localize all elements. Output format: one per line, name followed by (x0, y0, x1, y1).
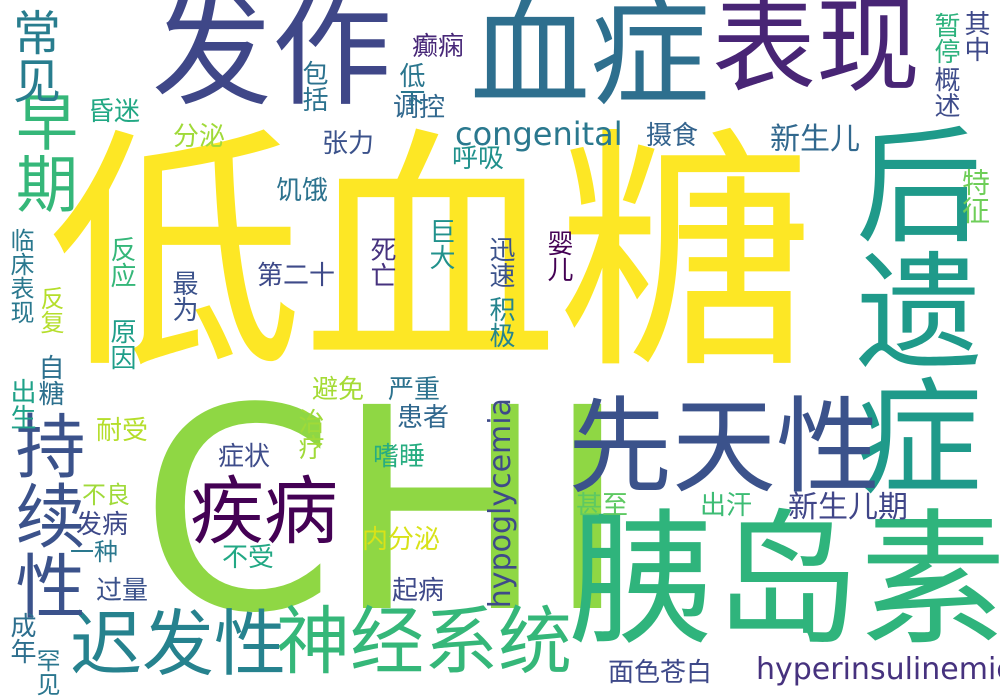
word-juda: 巨大 (425, 218, 455, 270)
word-naishou: 耐受 (96, 416, 149, 446)
word-yinger: 婴儿 (543, 230, 573, 282)
word-zitang: 自糖 (34, 354, 64, 406)
word-chi: CHI (140, 349, 629, 675)
word-changjian: 常见 (4, 8, 60, 104)
word-jibing: 疾病 (190, 469, 338, 555)
word-hypoglycemia: hypoglycemia (483, 398, 518, 609)
word-zhengzhuang: 症状 (218, 442, 271, 472)
word-fanfu: 反复 (36, 286, 64, 334)
word-huxi: 呼吸 (452, 144, 505, 174)
word-shishui: 嗜睡 (373, 442, 426, 472)
word-zhiliao: 治疗 (294, 408, 324, 460)
word-fanying: 反应 (106, 236, 136, 288)
word-chuhan: 出汗 (700, 491, 753, 521)
word-sheshi: 摄食 (646, 121, 699, 151)
word-neifenmi: 内分泌 (362, 525, 441, 555)
word-huanzhe: 患者 (397, 403, 450, 433)
word-bimian: 避免 (312, 375, 365, 405)
word-baokuo: 包括 (298, 60, 328, 112)
word-fabing: 发病 (76, 510, 129, 540)
word-yizhong: 一种 (70, 538, 118, 566)
word-chusheng: 出生 (6, 378, 36, 430)
word-xinshengerqi: 新生儿期 (788, 490, 908, 525)
word-zuiwei: 最为 (168, 270, 198, 322)
word-yuanyin: 原因 (106, 318, 136, 370)
word-qibing: 起病 (392, 576, 445, 606)
word-jie: 饥饿 (276, 176, 329, 206)
word-guoliang: 过量 (96, 576, 149, 606)
word-tezheng: 特征 (958, 168, 991, 224)
word-hunmi: 昏迷 (88, 97, 141, 127)
word-hyperinsulinemic: hyperinsulinemic (756, 652, 1000, 687)
word-xuezheng: 血症 (470, 0, 710, 123)
word-fazuo: 发作 (152, 0, 392, 123)
word-hanjian: 罕见 (32, 648, 60, 696)
word-buliang: 不良 (82, 481, 130, 509)
word-jiji: 积极 (485, 296, 515, 348)
word-chengnian: 成年 (6, 612, 36, 664)
word-xiantianxing: 先天性 (568, 386, 881, 508)
word-chifaxing: 迟发性 (70, 602, 287, 686)
word-biaoxian: 表现 (712, 0, 921, 107)
word-yanzhong: 严重 (388, 375, 441, 405)
word-shenjingxitong: 神经系统 (276, 599, 572, 685)
word-xinshenger: 新生儿 (770, 122, 860, 157)
word-zaoqi: 早期 (5, 90, 78, 214)
word-tiaokong: 调控 (393, 93, 446, 123)
word-qizhong: 其中 (960, 10, 990, 62)
word-shenzhi: 甚至 (576, 491, 629, 521)
word-bushou: 不受 (222, 543, 275, 573)
word-linchuangbiaoxian: 临床表现 (6, 228, 34, 324)
word-zhangli: 张力 (322, 129, 375, 159)
word-diershi: 第二十 (257, 261, 336, 291)
word-zanting: 暂停 (930, 12, 960, 64)
word-chixuxing: 持续性 (4, 410, 86, 620)
word-houyizheng: 后遗症 (835, 120, 982, 498)
word-low-blood-sugar: 低血糖 (48, 107, 814, 404)
word-dixia: 低下 (395, 62, 425, 114)
word-fenmi: 分泌 (173, 122, 226, 152)
word-congenital: congenital (455, 115, 623, 153)
word-siwang: 死亡 (366, 236, 396, 288)
word-dianxian: 癫痫 (412, 32, 465, 62)
word-xunsu: 迅速 (485, 236, 515, 288)
word-gaishu: 概述 (930, 66, 960, 118)
word-yidaosu: 胰岛素 (568, 496, 1000, 666)
word-miansecangbai: 面色苍白 (608, 658, 713, 688)
